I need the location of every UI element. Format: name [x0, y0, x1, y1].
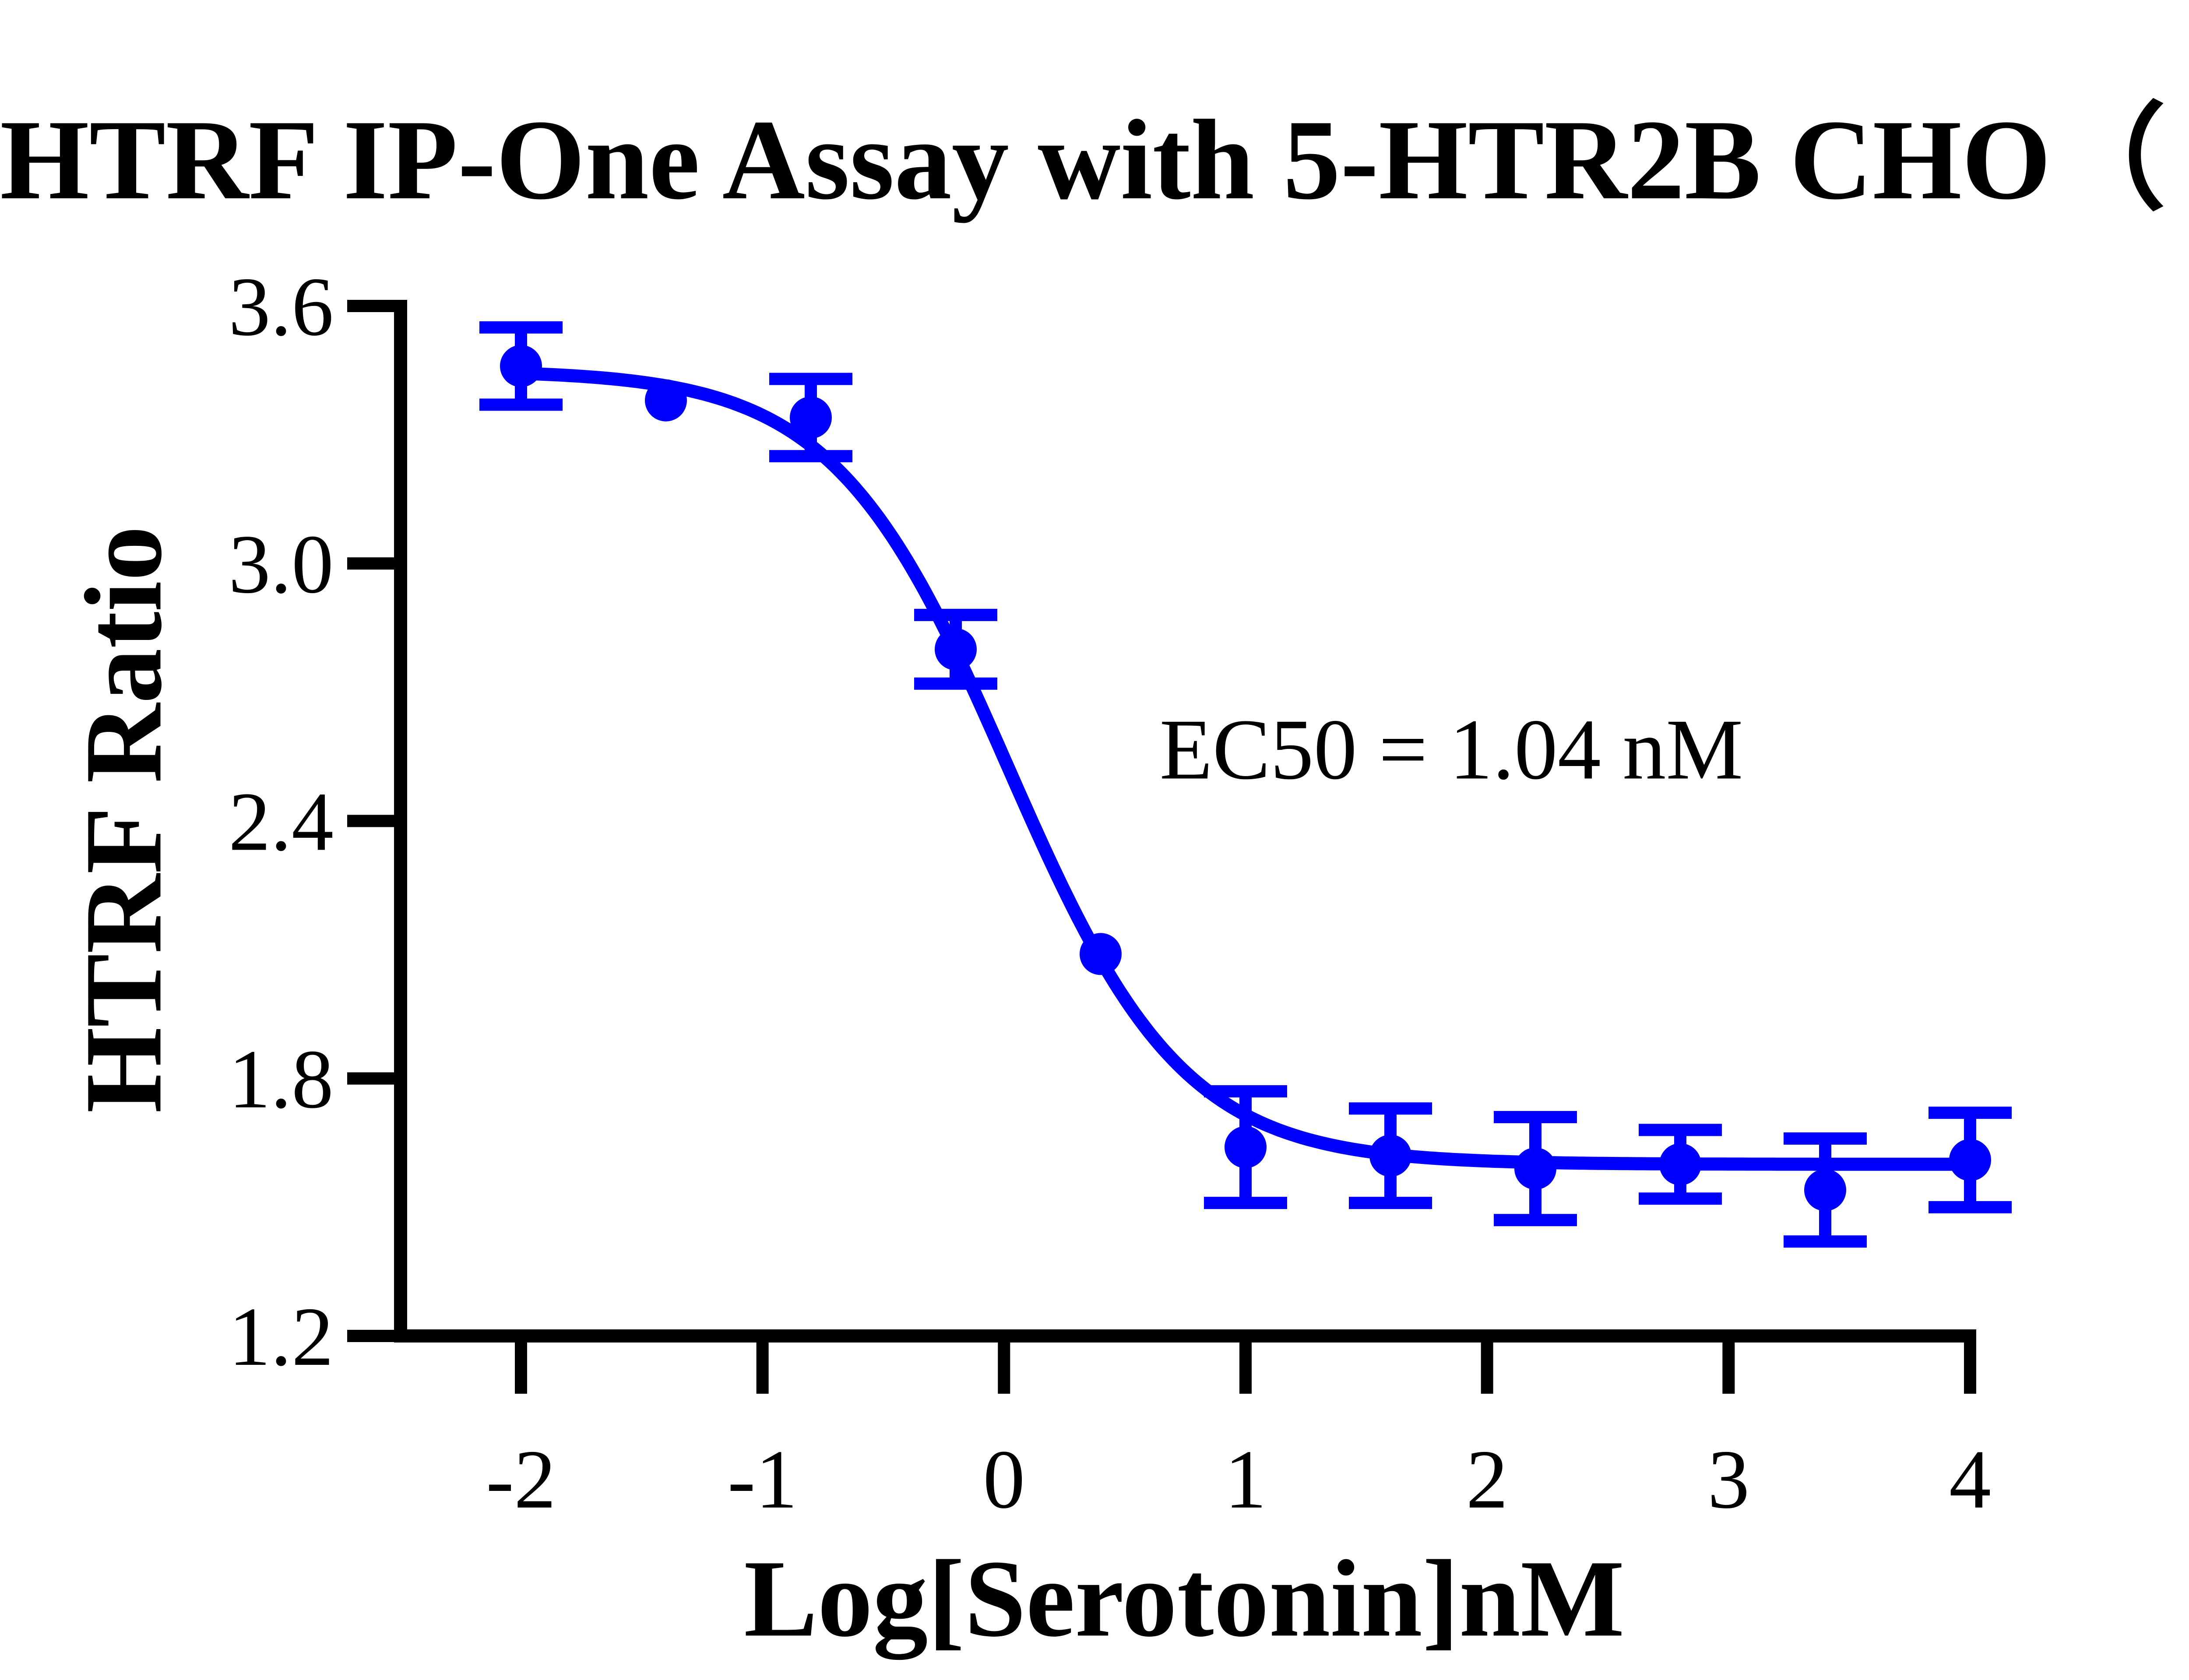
data-point-marker: [935, 628, 977, 671]
x-axis-tick-label: 4: [1949, 1433, 1991, 1526]
x-axis-tick-label: 0: [983, 1433, 1025, 1526]
y-axis-tick-label: 3.0: [229, 517, 334, 611]
data-point-marker: [1369, 1135, 1411, 1177]
x-axis-tick-label: 1: [1225, 1433, 1267, 1526]
ec50-annotation: EC50 = 1.04 nM: [1159, 701, 1743, 798]
y-axis-tick-label: 2.4: [229, 775, 334, 868]
data-point-marker: [1804, 1169, 1846, 1211]
data-point-marker: [645, 379, 687, 422]
x-axis-tick-label: 3: [1707, 1433, 1749, 1526]
data-point-marker: [1080, 933, 1122, 975]
x-axis-tick-label: -1: [728, 1433, 798, 1526]
data-point-marker: [1659, 1143, 1701, 1185]
data-point-marker: [1514, 1147, 1556, 1190]
data-point-marker: [1949, 1139, 1991, 1181]
y-axis-tick-label: 3.6: [229, 260, 334, 353]
data-point-marker: [1225, 1126, 1267, 1168]
x-axis-title: Log[Serotonin]nM: [744, 1537, 1625, 1660]
y-axis-tick-label: 1.2: [229, 1290, 334, 1383]
x-axis-tick-label: 2: [1466, 1433, 1508, 1526]
y-axis-tick-label: 1.8: [229, 1033, 334, 1126]
x-axis-tick-label: -2: [486, 1433, 556, 1526]
data-point-marker: [790, 396, 832, 439]
axes-frame: [394, 300, 1976, 1343]
chart-title: HTRF IP-One Assay with 5-HTR2B CHO（ C17）: [0, 96, 2189, 223]
data-point-marker: [500, 345, 542, 387]
